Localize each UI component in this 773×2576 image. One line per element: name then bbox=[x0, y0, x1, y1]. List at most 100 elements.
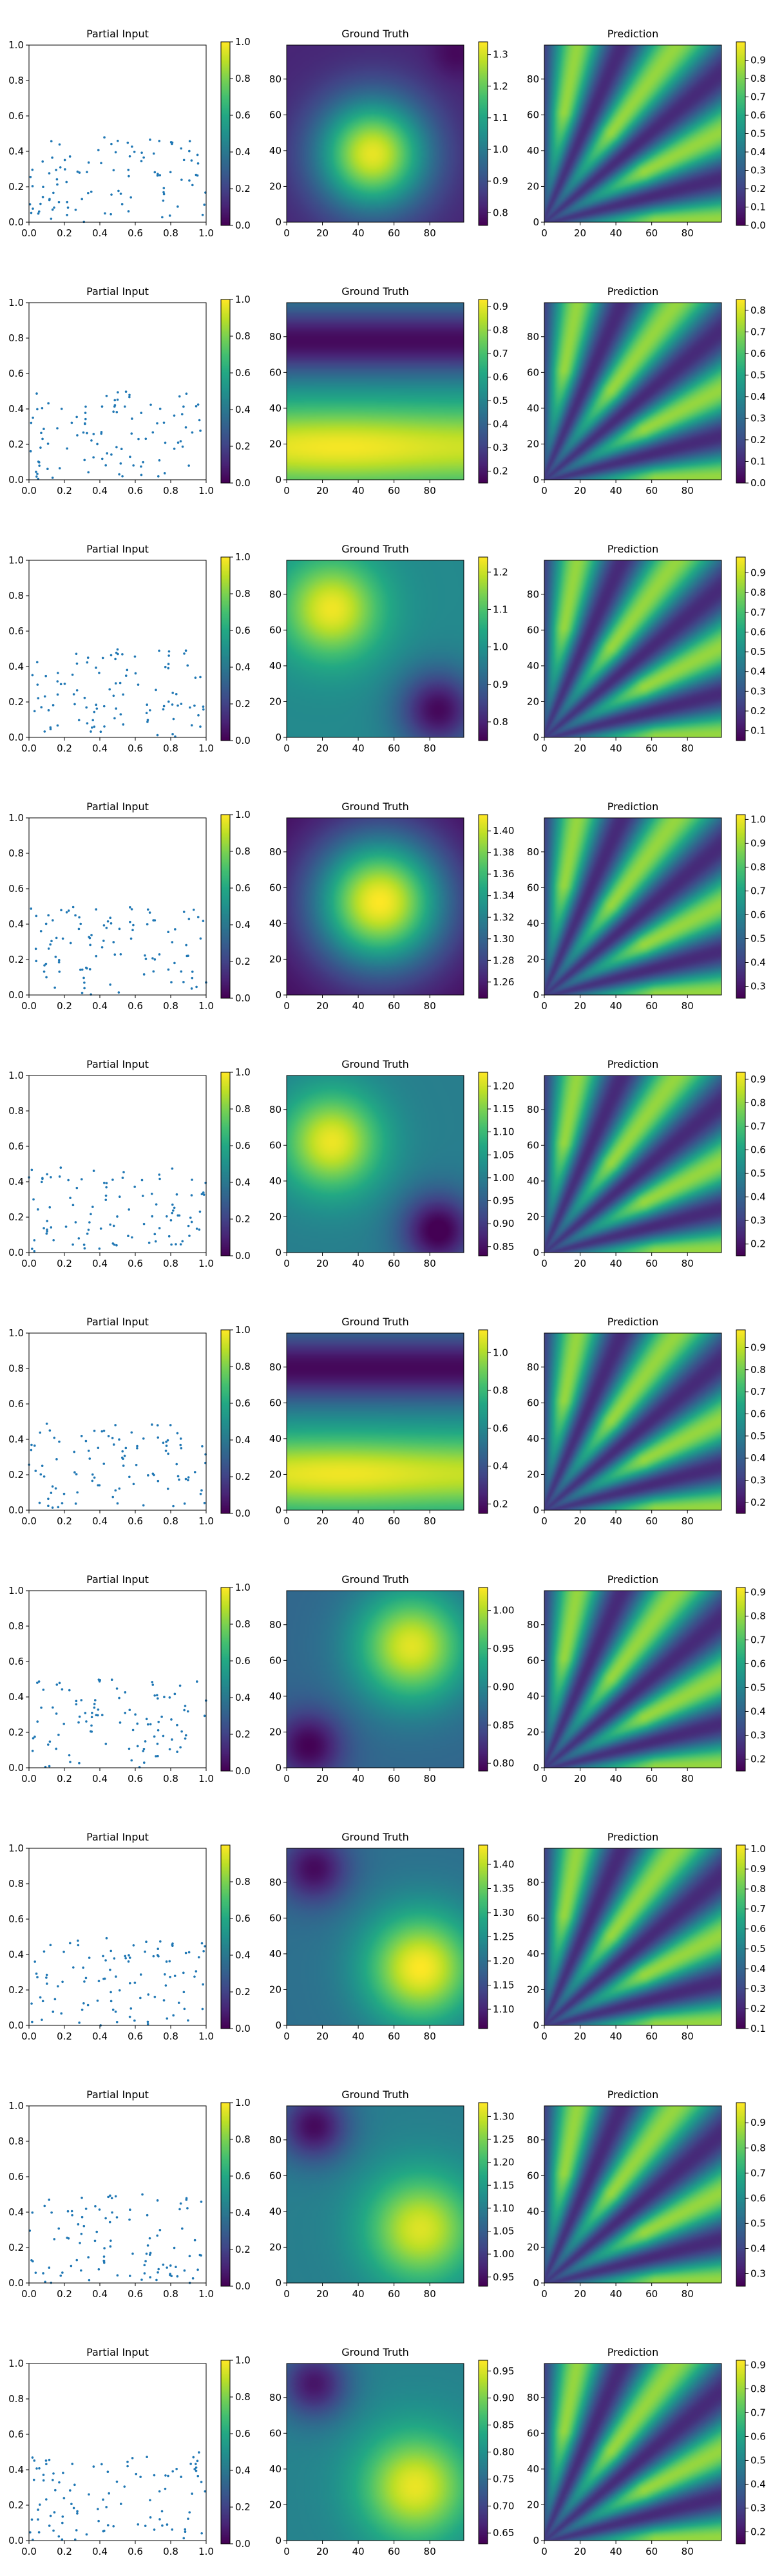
r8-partial-point bbox=[45, 1976, 48, 1979]
r2-partial-point bbox=[129, 455, 131, 459]
r7-partial-point bbox=[160, 1716, 163, 1718]
r10-partial-point bbox=[182, 2537, 186, 2540]
r6-pred-cbar-tick-label: 0.3 bbox=[750, 1474, 766, 1486]
r4-partial-ytick-label: 0.2 bbox=[8, 954, 24, 965]
r10-truth-ytick-label: 20 bbox=[269, 2499, 282, 2510]
r7-pred-cbar-tick-label: 0.6 bbox=[750, 1658, 766, 1669]
r4-partial-point bbox=[192, 908, 195, 911]
r9-partial-point bbox=[200, 2201, 203, 2203]
r2-pred-ytick-label: 60 bbox=[527, 366, 539, 378]
r7-partial-point bbox=[136, 1745, 139, 1748]
r6-partial-point bbox=[118, 1487, 121, 1490]
r3-partial-point bbox=[36, 683, 39, 686]
r7-truth-frame bbox=[286, 1590, 464, 1768]
r2-partial-point bbox=[131, 417, 133, 420]
r10-partial-point bbox=[102, 2498, 104, 2501]
r10-partial-ytick-label: 1.0 bbox=[8, 2358, 24, 2369]
r7-partial-xtick-label: 0.4 bbox=[92, 1773, 108, 1785]
r1-partial-point bbox=[81, 198, 84, 200]
r3-partial-point bbox=[93, 710, 96, 714]
r1-truth-ytick-label: 20 bbox=[269, 180, 282, 192]
r4-partial-point bbox=[182, 981, 185, 983]
r9-partial-point bbox=[146, 2213, 149, 2217]
r7-partial-point bbox=[118, 1696, 120, 1700]
r8-truth-xtick-label: 80 bbox=[424, 2031, 436, 2042]
r4-truth-frame bbox=[286, 817, 464, 996]
r5-partial-point bbox=[189, 1217, 192, 1219]
r3-pred-cbar-tick-label: 0.3 bbox=[750, 685, 766, 697]
r4-partial-point bbox=[130, 908, 133, 911]
r8-truth-xtick-label: 40 bbox=[352, 2031, 365, 2042]
r7-partial-point bbox=[183, 1709, 186, 1712]
r1-pred-ytick-label: 80 bbox=[527, 73, 539, 85]
r8-partial-point bbox=[61, 1980, 64, 1984]
r5-partial-point bbox=[167, 1235, 171, 1238]
r4-partial-point bbox=[44, 962, 48, 965]
r10-partial-point bbox=[105, 2506, 108, 2508]
r10-truth-ytick-label: 0 bbox=[275, 2535, 282, 2546]
r7-truth-xtick-label: 0 bbox=[283, 1773, 290, 1785]
r1-partial-point bbox=[140, 151, 143, 154]
r5-truth-title: Ground Truth bbox=[341, 1058, 409, 1070]
r6-partial-point bbox=[136, 1444, 138, 1448]
r8-partial-title: Partial Input bbox=[86, 1831, 149, 1843]
r9-partial-point bbox=[128, 2275, 131, 2277]
r7-truth-xtick-label: 80 bbox=[424, 1773, 436, 1785]
r6-pred-ytick-label: 0 bbox=[533, 1504, 539, 1516]
r1-partial-point bbox=[66, 200, 69, 204]
r9-partial-point bbox=[145, 2252, 148, 2255]
r3-partial-point bbox=[183, 652, 186, 655]
r2-pred-cbar-tick-label: 0.1 bbox=[750, 455, 766, 467]
r6-partial-point bbox=[114, 1424, 117, 1426]
r3-partial-point bbox=[146, 703, 149, 706]
r4-truth-ytick-label: 20 bbox=[269, 953, 282, 965]
r6-partial-point bbox=[30, 1443, 33, 1446]
r9-partial-point bbox=[66, 2210, 70, 2213]
r9-partial-point bbox=[87, 2256, 90, 2259]
r6-truth-ytick-label: 60 bbox=[269, 1397, 282, 1408]
r1-truth-cbar-tick-label: 1.0 bbox=[493, 144, 508, 155]
r3-pred-cbar-tick-label: 0.8 bbox=[750, 587, 766, 598]
r3-pred-ytick-label: 20 bbox=[527, 696, 539, 707]
r5-partial-cbar-tick-label: 0.0 bbox=[235, 1250, 251, 1262]
r2-partial-point bbox=[110, 453, 113, 456]
r9-partial-point bbox=[34, 2271, 37, 2274]
r3-partial-point bbox=[86, 656, 90, 659]
r1-partial-point bbox=[161, 216, 164, 219]
r9-pred-colorbar-frame bbox=[736, 2102, 746, 2287]
r9-partial-point bbox=[149, 2276, 151, 2278]
r1-pred-title: Prediction bbox=[607, 28, 658, 40]
r2-partial-point bbox=[36, 408, 39, 411]
r3-pred-ytick-label: 80 bbox=[527, 589, 539, 600]
r3-partial-point bbox=[155, 688, 157, 692]
r2-partial-point bbox=[196, 403, 200, 406]
r5-partial-cbar-tick-label: 0.6 bbox=[235, 1140, 251, 1151]
r6-partial-point bbox=[43, 1475, 46, 1478]
r3-partial-point bbox=[146, 719, 149, 721]
r7-pred-ytick-label: 20 bbox=[527, 1726, 539, 1738]
r5-partial-point bbox=[202, 1191, 205, 1194]
r8-partial-point bbox=[195, 1970, 198, 1973]
r3-partial-point bbox=[43, 730, 46, 733]
r6-partial-xtick-label: 0.2 bbox=[57, 1515, 72, 1527]
r3-truth-xtick-label: 60 bbox=[388, 743, 400, 754]
r9-partial-ytick-label: 0.4 bbox=[8, 2206, 24, 2218]
r5-partial-point bbox=[33, 1249, 36, 1253]
r5-partial-point bbox=[171, 1167, 174, 1170]
r9-truth-cbar-tick-label: 1.05 bbox=[493, 2226, 514, 2237]
r3-partial-point bbox=[95, 667, 97, 669]
r5-partial-point bbox=[90, 1213, 92, 1216]
r6-partial-point bbox=[177, 1475, 180, 1478]
r5-partial-cbar-tick-label: 0.4 bbox=[235, 1177, 251, 1188]
r1-partial-point bbox=[171, 142, 173, 146]
r4-truth-colorbar bbox=[479, 815, 488, 998]
r7-partial-ytick-label: 1.0 bbox=[8, 1585, 24, 1596]
r3-partial-point bbox=[202, 705, 205, 708]
r2-partial-point bbox=[115, 446, 118, 449]
r5-partial-point bbox=[102, 1181, 106, 1184]
r7-pred-colorbar-frame bbox=[736, 1587, 746, 1772]
r4-partial-point bbox=[146, 908, 149, 911]
